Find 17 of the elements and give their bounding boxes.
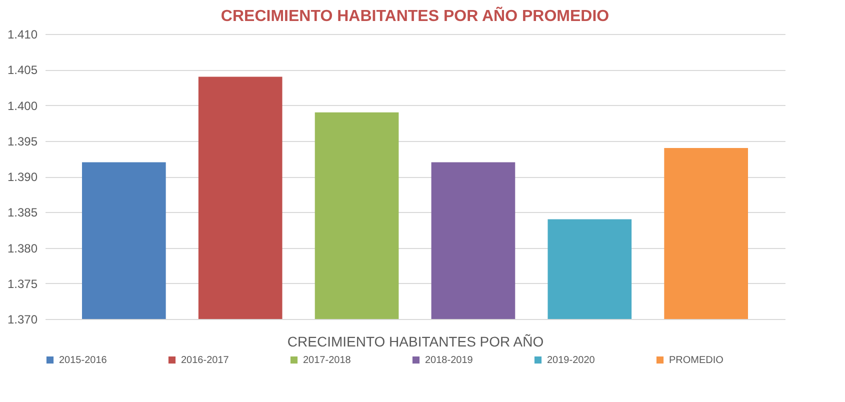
- y-tick-label: 1.370: [7, 312, 38, 326]
- y-tick-label: 1.385: [7, 206, 38, 220]
- x-axis-title: CRECIMIENTO HABITANTES POR AÑO: [287, 334, 544, 350]
- y-tick-label: 1.390: [7, 170, 38, 184]
- y-tick-label: 1.375: [7, 276, 38, 291]
- chart-title: CRECIMIENTO HABITANTES POR AÑO PROMEDIO: [220, 6, 610, 25]
- y-tick-label: 1.405: [7, 63, 38, 78]
- y-tick-label: 1.400: [7, 98, 38, 113]
- legend-label: 2015-2016: [59, 355, 108, 366]
- y-tick-label: 1.410: [7, 28, 38, 42]
- legend-label: 2019-2020: [547, 355, 596, 366]
- y-tick-label: 1.380: [7, 241, 38, 256]
- y-tick-label: 1.395: [7, 134, 38, 148]
- legend-label: 2017-2018: [303, 355, 352, 366]
- legend-label: 2016-2017: [181, 355, 230, 366]
- legend-label: 2018-2019: [425, 355, 474, 366]
- legend-label: PROMEDIO: [669, 355, 724, 366]
